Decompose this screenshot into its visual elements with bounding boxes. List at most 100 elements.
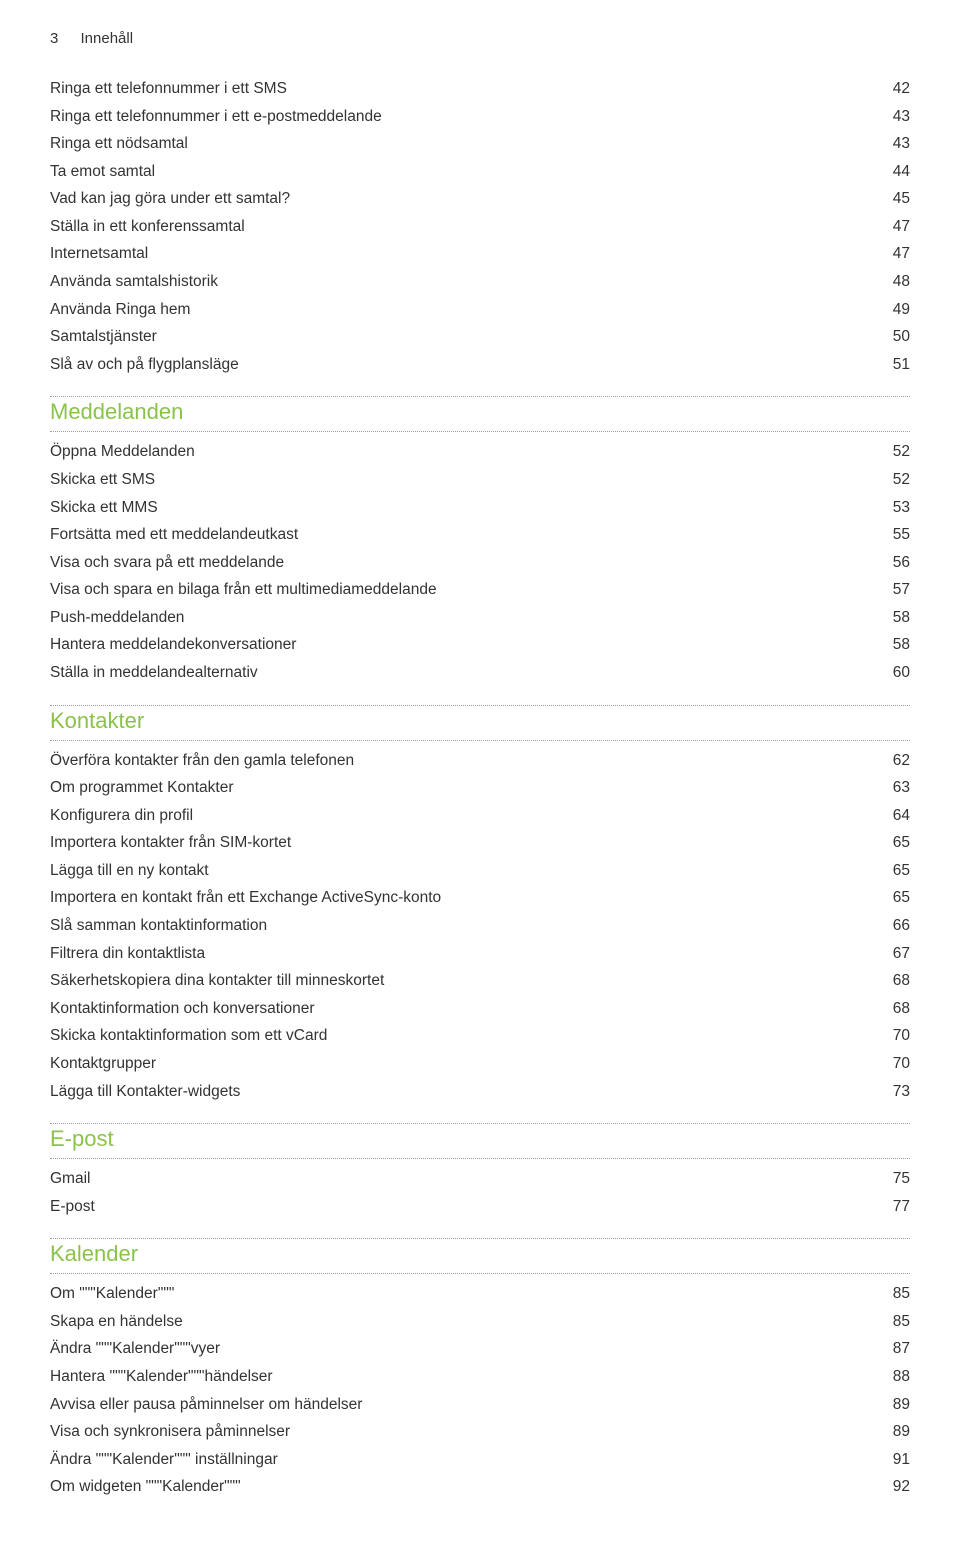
toc-row[interactable]: Ta emot samtal44 [50, 158, 910, 186]
toc-row-page: 57 [880, 576, 910, 604]
toc-row[interactable]: Visa och svara på ett meddelande56 [50, 549, 910, 577]
toc-row-page: 65 [880, 857, 910, 885]
toc-row[interactable]: Filtrera din kontaktlista67 [50, 940, 910, 968]
toc-row-page: 55 [880, 521, 910, 549]
toc-row-label: Överföra kontakter från den gamla telefo… [50, 747, 880, 775]
toc-row-page: 85 [880, 1308, 910, 1336]
toc-row-label: Använda samtalshistorik [50, 268, 880, 296]
toc-row[interactable]: Ställa in ett konferenssamtal47 [50, 213, 910, 241]
toc-row[interactable]: Ändra """Kalender""" inställningar91 [50, 1446, 910, 1474]
toc-row-page: 77 [880, 1193, 910, 1221]
toc-row-page: 89 [880, 1391, 910, 1419]
toc-row-page: 87 [880, 1335, 910, 1363]
toc-row[interactable]: Ringa ett telefonnummer i ett e-postmedd… [50, 103, 910, 131]
toc-row[interactable]: Importera en kontakt från ett Exchange A… [50, 884, 910, 912]
toc-row[interactable]: Skicka kontaktinformation som ett vCard7… [50, 1022, 910, 1050]
toc-row-label: Ta emot samtal [50, 158, 880, 186]
toc-row[interactable]: Kontaktinformation och konversationer68 [50, 995, 910, 1023]
toc-row-page: 68 [880, 995, 910, 1023]
toc-row[interactable]: Skicka ett MMS53 [50, 494, 910, 522]
divider [50, 1123, 910, 1124]
toc-row[interactable]: Internetsamtal47 [50, 240, 910, 268]
toc-row[interactable]: Lägga till Kontakter-widgets73 [50, 1078, 910, 1106]
toc-row-page: 49 [880, 296, 910, 324]
toc-row[interactable]: Säkerhetskopiera dina kontakter till min… [50, 967, 910, 995]
toc-row[interactable]: Gmail75 [50, 1165, 910, 1193]
toc-row[interactable]: Slå av och på flygplansläge51 [50, 351, 910, 379]
toc-row-page: 51 [880, 351, 910, 379]
toc-row-label: Visa och synkronisera påminnelser [50, 1418, 880, 1446]
toc-row[interactable]: Konfigurera din profil64 [50, 802, 910, 830]
toc-row-label: Push-meddelanden [50, 604, 880, 632]
toc-row-page: 43 [880, 130, 910, 158]
toc-row-page: 70 [880, 1022, 910, 1050]
toc-row-label: E-post [50, 1193, 880, 1221]
toc-row[interactable]: Öppna Meddelanden52 [50, 438, 910, 466]
toc-row[interactable]: Slå samman kontaktinformation66 [50, 912, 910, 940]
toc-row[interactable]: Visa och spara en bilaga från ett multim… [50, 576, 910, 604]
toc-row-page: 88 [880, 1363, 910, 1391]
toc-row[interactable]: Skicka ett SMS52 [50, 466, 910, 494]
toc-row[interactable]: Använda samtalshistorik48 [50, 268, 910, 296]
toc-row[interactable]: Använda Ringa hem49 [50, 296, 910, 324]
toc-continued-section: Ringa ett telefonnummer i ett SMS42Ringa… [50, 75, 910, 378]
toc-row[interactable]: Importera kontakter från SIM-kortet65 [50, 829, 910, 857]
toc-row[interactable]: Om programmet Kontakter63 [50, 774, 910, 802]
toc-row[interactable]: Ringa ett telefonnummer i ett SMS42 [50, 75, 910, 103]
toc-row-label: Ställa in meddelandealternativ [50, 659, 880, 687]
toc-row[interactable]: Visa och synkronisera påminnelser89 [50, 1418, 910, 1446]
divider [50, 431, 910, 432]
toc-row-label: Importera kontakter från SIM-kortet [50, 829, 880, 857]
toc-row-label: Lägga till Kontakter-widgets [50, 1078, 880, 1106]
toc-row-label: Hantera meddelandekonversationer [50, 631, 880, 659]
toc-row-label: Kontaktgrupper [50, 1050, 880, 1078]
toc-row-page: 58 [880, 604, 910, 632]
section-heading: Kontakter [50, 708, 910, 737]
toc-row-label: Skicka ett MMS [50, 494, 880, 522]
toc-row-label: Säkerhetskopiera dina kontakter till min… [50, 967, 880, 995]
toc-row-page: 63 [880, 774, 910, 802]
toc-row[interactable]: Ställa in meddelandealternativ60 [50, 659, 910, 687]
toc-row[interactable]: Om widgeten """Kalender"""92 [50, 1473, 910, 1501]
toc-row[interactable]: Ringa ett nödsamtal43 [50, 130, 910, 158]
toc-row-page: 47 [880, 213, 910, 241]
toc-row-label: Fortsätta med ett meddelandeutkast [50, 521, 880, 549]
toc-row-page: 60 [880, 659, 910, 687]
toc-row[interactable]: Kontaktgrupper70 [50, 1050, 910, 1078]
toc-row-label: Visa och svara på ett meddelande [50, 549, 880, 577]
divider [50, 705, 910, 706]
toc-row[interactable]: Hantera meddelandekonversationer58 [50, 631, 910, 659]
toc-section: MeddelandenÖppna Meddelanden52Skicka ett… [50, 396, 910, 686]
toc-row-label: Visa och spara en bilaga från ett multim… [50, 576, 880, 604]
toc-section: Kontakter Överföra kontakter från den gam… [50, 705, 910, 1106]
toc-row[interactable]: E-post77 [50, 1193, 910, 1221]
toc-row-page: 58 [880, 631, 910, 659]
toc-row-page: 89 [880, 1418, 910, 1446]
toc-row-page: 85 [880, 1280, 910, 1308]
toc-row-label: Om widgeten """Kalender""" [50, 1473, 880, 1501]
toc-row-label: Internetsamtal [50, 240, 880, 268]
toc-row[interactable]: Om """Kalender"""85 [50, 1280, 910, 1308]
toc-row[interactable]: Hantera """Kalender"""händelser88 [50, 1363, 910, 1391]
toc-row-page: 50 [880, 323, 910, 351]
toc-row-label: Konfigurera din profil [50, 802, 880, 830]
toc-row-page: 65 [880, 884, 910, 912]
toc-row[interactable]: Fortsätta med ett meddelandeutkast55 [50, 521, 910, 549]
toc-row-label: Skicka ett SMS [50, 466, 880, 494]
toc-row-label: Skapa en händelse [50, 1308, 880, 1336]
toc-row[interactable]: Samtalstjänster50 [50, 323, 910, 351]
divider [50, 740, 910, 741]
toc-row[interactable]: Lägga till en ny kontakt65 [50, 857, 910, 885]
toc-row-label: Om """Kalender""" [50, 1280, 880, 1308]
toc-row[interactable]: Överföra kontakter från den gamla telefo… [50, 747, 910, 775]
toc-row[interactable]: Avvisa eller pausa påminnelser om händel… [50, 1391, 910, 1419]
toc-row[interactable]: Skapa en händelse85 [50, 1308, 910, 1336]
toc-row-page: 70 [880, 1050, 910, 1078]
toc-row[interactable]: Ändra """Kalender"""vyer87 [50, 1335, 910, 1363]
toc-row-label: Samtalstjänster [50, 323, 880, 351]
toc-row[interactable]: Push-meddelanden58 [50, 604, 910, 632]
toc-section: E-postGmail75E-post77 [50, 1123, 910, 1220]
toc-row-label: Gmail [50, 1165, 880, 1193]
toc-row-page: 92 [880, 1473, 910, 1501]
toc-row[interactable]: Vad kan jag göra under ett samtal?45 [50, 185, 910, 213]
